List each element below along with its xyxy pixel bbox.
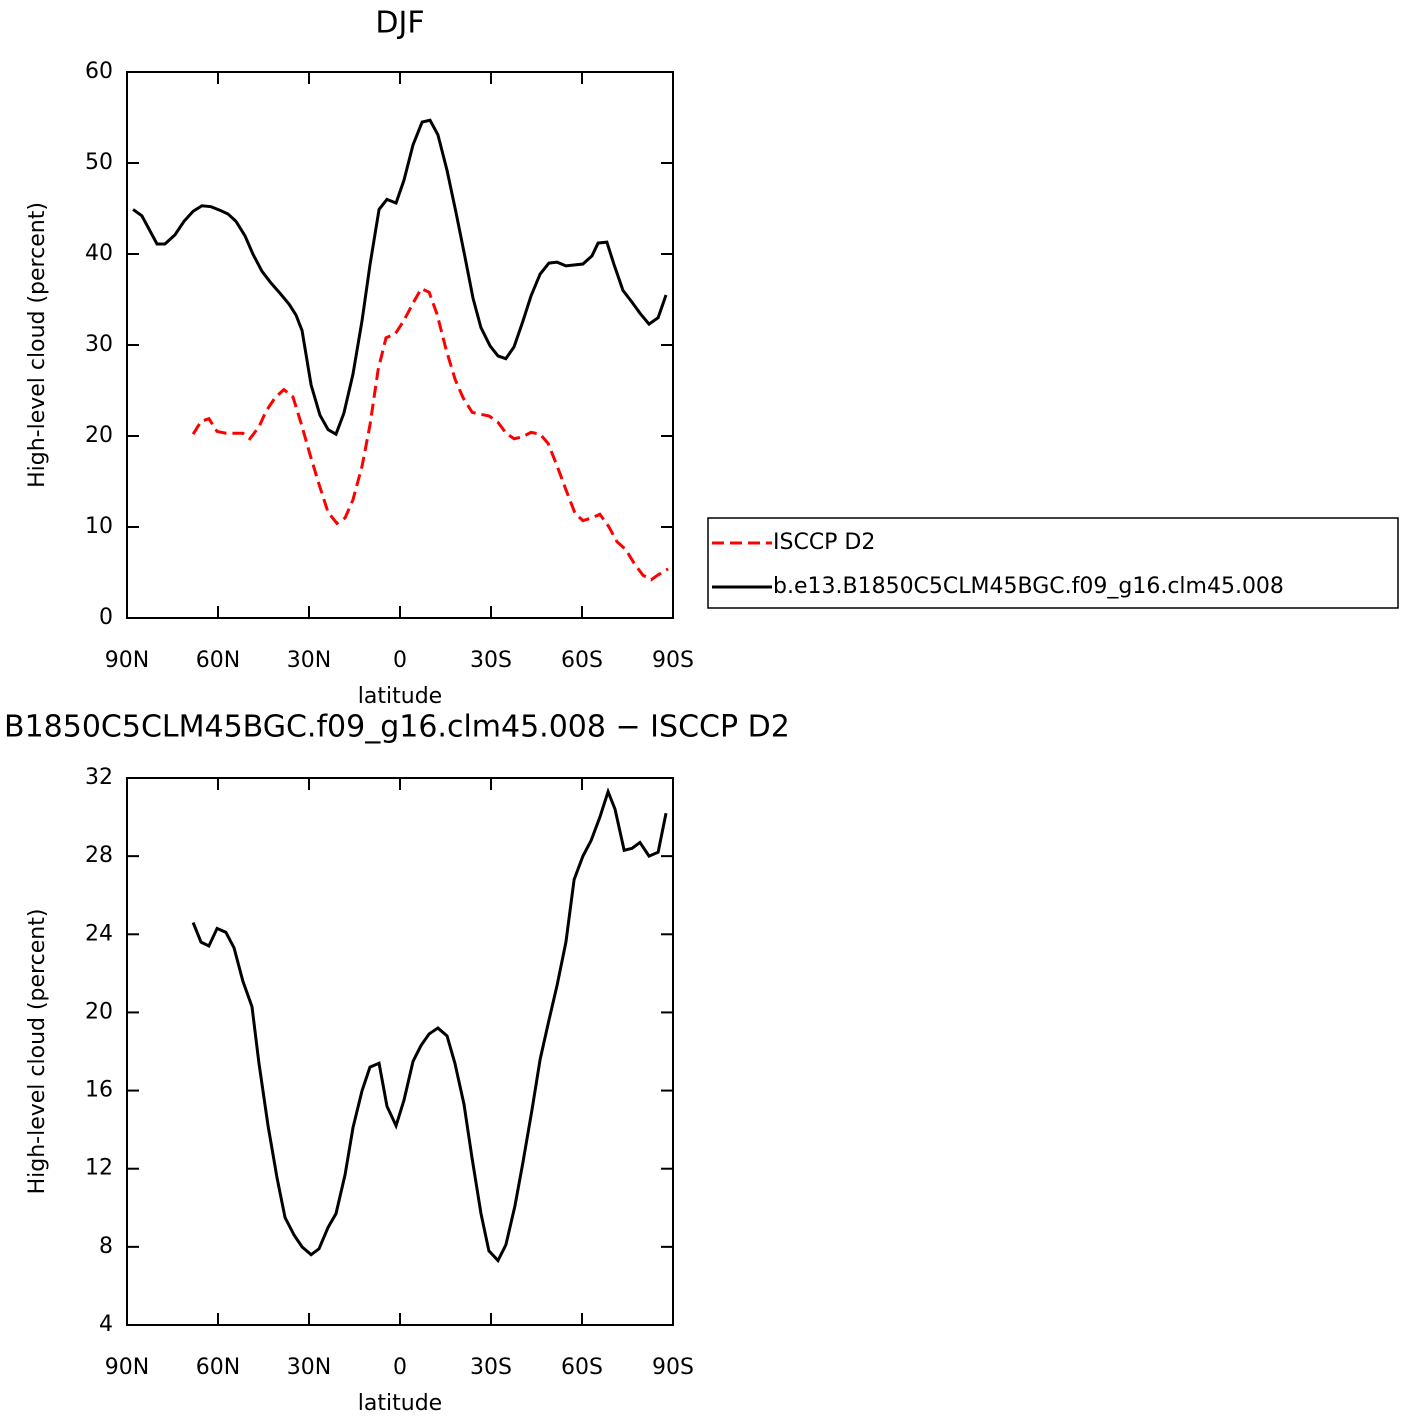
y-tick-label: 20	[85, 999, 113, 1024]
x-axis-label: latitude	[358, 1391, 442, 1416]
y-tick-label: 12	[85, 1156, 113, 1181]
y-tick-label: 24	[85, 921, 113, 946]
data-line	[132, 118, 668, 437]
x-tick-label: 90S	[652, 648, 694, 673]
y-tick-label: 28	[85, 843, 113, 868]
x-tick-label: 60N	[196, 1355, 240, 1380]
y-tick-label: 60	[85, 59, 113, 84]
y-tick-label: 40	[85, 241, 113, 266]
x-tick-label: 30N	[287, 1355, 331, 1380]
x-tick-label: 30S	[470, 1355, 512, 1380]
plot-frame	[126, 71, 674, 619]
y-tick-label: 8	[99, 1234, 113, 1259]
y-tick-label: 30	[85, 332, 113, 357]
legend-box	[707, 517, 1399, 609]
y-tick-label: 32	[85, 765, 113, 790]
y-axis-label: High-level cloud (percent)	[25, 909, 50, 1195]
y-tick-label: 20	[85, 423, 113, 448]
x-tick-label: 0	[393, 648, 407, 673]
y-axis-label: High-level cloud (percent)	[25, 202, 50, 488]
chart-title: B1850C5CLM45BGC.f09_g16.clm45.008 − ISCC…	[4, 710, 790, 745]
x-axis-label: latitude	[358, 684, 442, 709]
x-tick-label: 30S	[470, 648, 512, 673]
x-tick-label: 90N	[105, 648, 149, 673]
y-tick-label: 16	[85, 1078, 113, 1103]
x-tick-label: 60S	[561, 648, 603, 673]
chart-title: DJF	[375, 6, 424, 41]
data-line	[191, 787, 668, 1264]
x-tick-label: 90S	[652, 1355, 694, 1380]
legend-label: b.e13.B1850C5CLM45BGC.f09_g16.clm45.008	[773, 574, 1284, 599]
legend-label: ISCCP D2	[773, 530, 875, 555]
x-tick-label: 0	[393, 1355, 407, 1380]
data-line	[191, 286, 669, 582]
plot-frame	[126, 777, 674, 1326]
x-tick-label: 30N	[287, 648, 331, 673]
y-tick-label: 4	[99, 1312, 113, 1337]
y-tick-label: 10	[85, 514, 113, 539]
x-tick-label: 60S	[561, 1355, 603, 1380]
x-tick-label: 60N	[196, 648, 240, 673]
y-tick-label: 0	[99, 605, 113, 630]
x-tick-label: 90N	[105, 1355, 149, 1380]
y-tick-label: 50	[85, 150, 113, 175]
